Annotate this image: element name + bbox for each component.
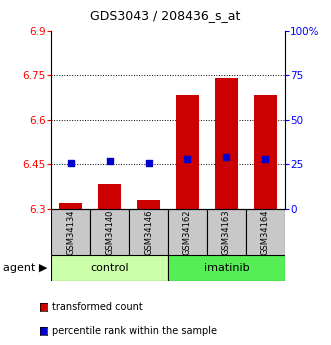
Bar (59, 203, 82, 209)
Bar (90, 209, 129, 255)
Text: GDS3043 / 208436_s_at: GDS3043 / 208436_s_at (90, 9, 241, 22)
Bar (168, 209, 207, 255)
Point (262, 156, 268, 162)
Bar (254, 95, 277, 209)
Text: control: control (90, 263, 129, 273)
Point (107, 158, 112, 164)
Text: transformed count: transformed count (52, 302, 143, 312)
Bar (168, 255, 285, 281)
Point (146, 160, 151, 165)
Text: agent ▶: agent ▶ (3, 263, 48, 273)
Bar (207, 209, 246, 255)
Bar (129, 209, 168, 255)
Text: GSM34134: GSM34134 (66, 209, 75, 255)
Bar (214, 78, 238, 209)
Text: percentile rank within the sample: percentile rank within the sample (52, 326, 217, 336)
Text: GSM34164: GSM34164 (261, 209, 270, 255)
Bar (246, 209, 285, 255)
Text: GSM34163: GSM34163 (222, 209, 231, 255)
Text: GSM34162: GSM34162 (183, 209, 192, 255)
Text: GSM34146: GSM34146 (144, 209, 153, 255)
Bar (51, 255, 168, 281)
Point (224, 155, 229, 160)
Point (185, 156, 190, 162)
Bar (176, 95, 199, 209)
Text: GSM34140: GSM34140 (105, 209, 114, 255)
Bar (98, 184, 121, 209)
Point (68, 160, 73, 165)
Bar (51, 209, 90, 255)
Text: imatinib: imatinib (204, 263, 249, 273)
Bar (137, 200, 160, 209)
